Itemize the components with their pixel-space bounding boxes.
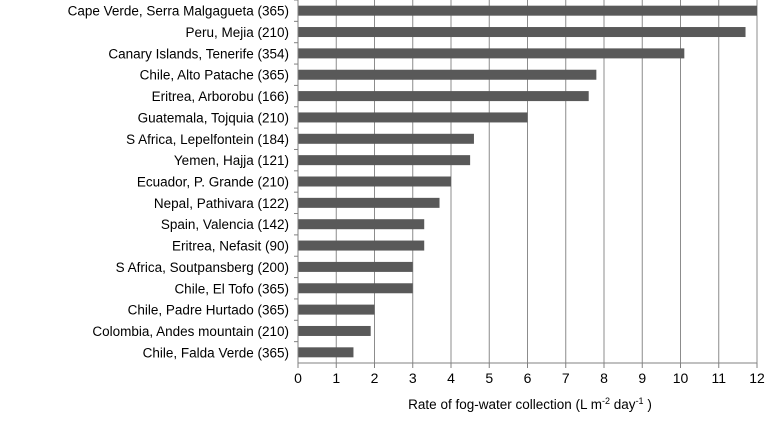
bar-12	[298, 240, 425, 251]
x-tick-label-12: 12	[749, 370, 765, 386]
bar-1	[298, 5, 757, 16]
x-tick-label-5: 5	[485, 370, 493, 386]
x-tick-label-6: 6	[524, 370, 532, 386]
bar-10	[298, 197, 440, 208]
x-tick-label-0: 0	[294, 370, 302, 386]
x-tick-label-4: 4	[447, 370, 455, 386]
x-axis-title: Rate of fog-water collection (L m-2 day-…	[408, 396, 652, 412]
category-label-8: Yemen, Hajja (121)	[174, 153, 289, 168]
bar-layer	[298, 5, 757, 358]
category-label-14: Chile, El Tofo (365)	[174, 281, 289, 296]
category-label-15: Chile, Padre Hurtado (365)	[128, 303, 289, 318]
x-tick-label-9: 9	[638, 370, 646, 386]
bar-6	[298, 112, 528, 123]
category-label-10: Nepal, Pathivara (122)	[154, 196, 289, 211]
category-label-7: S Africa, Lepelfontein (184)	[126, 132, 289, 147]
bar-17	[298, 347, 354, 358]
category-label-2: Peru, Mejia (210)	[185, 25, 289, 40]
category-label-1: Cape Verde, Serra Malgagueta (365)	[68, 4, 289, 19]
x-tick-label-11: 11	[711, 370, 726, 386]
bar-4	[298, 69, 597, 80]
category-label-12: Eritrea, Nefasit (90)	[172, 239, 289, 254]
x-tick-label-8: 8	[600, 370, 608, 386]
bar-15	[298, 304, 375, 315]
bar-11	[298, 219, 425, 230]
category-label-6: Guatemala, Tojquia (210)	[138, 110, 289, 125]
category-label-9: Ecuador, P. Grande (210)	[137, 175, 289, 190]
x-tick-label-2: 2	[371, 370, 379, 386]
bar-5	[298, 91, 589, 102]
category-label-5: Eritrea, Arborobu (166)	[152, 89, 289, 104]
x-tick-label-3: 3	[409, 370, 417, 386]
category-label-17: Chile, Falda Verde (365)	[143, 345, 289, 360]
bar-7	[298, 133, 474, 144]
bar-8	[298, 155, 471, 166]
bar-13	[298, 261, 413, 272]
bar-16	[298, 325, 371, 336]
bar-9	[298, 176, 451, 187]
category-label-3: Canary Islands, Tenerife (354)	[108, 46, 289, 61]
category-label-13: S Africa, Soutpansberg (200)	[116, 260, 289, 275]
x-tick-label-7: 7	[562, 370, 570, 386]
x-tick-label-10: 10	[673, 370, 689, 386]
grid-layer	[335, 0, 758, 363]
bar-3	[298, 48, 685, 59]
axis-layer	[294, 0, 758, 368]
bar-14	[298, 283, 413, 294]
category-label-4: Chile, Alto Patache (365)	[140, 68, 289, 83]
x-tick-label-1: 1	[332, 370, 340, 386]
category-label-11: Spain, Valencia (142)	[161, 217, 289, 232]
category-label-16: Colombia, Andes mountain (210)	[92, 324, 289, 339]
bar-2	[298, 27, 746, 38]
